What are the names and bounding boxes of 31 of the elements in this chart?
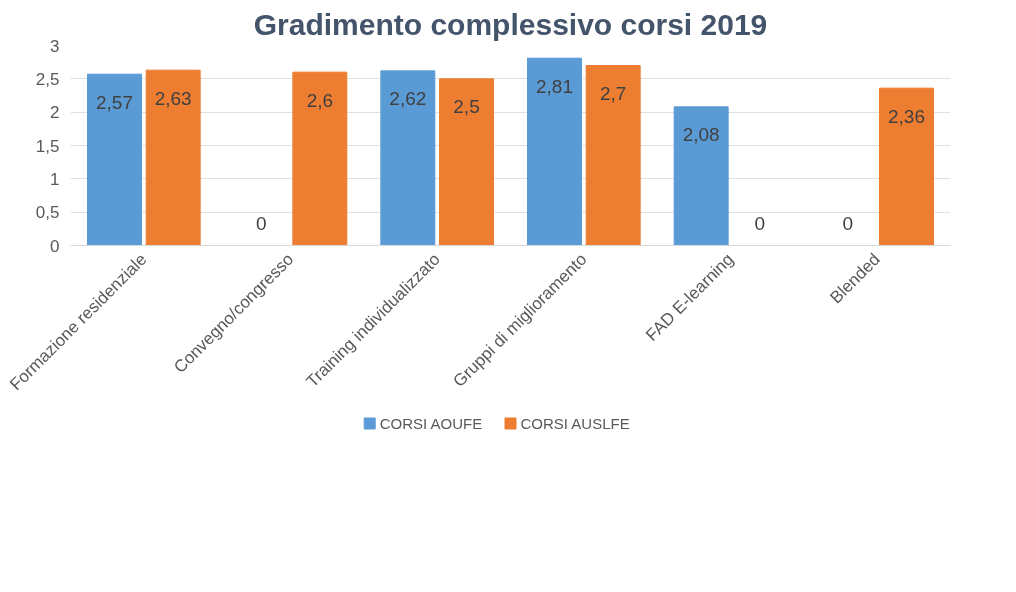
bar [879,87,934,246]
data-label: 0 [754,213,766,234]
legend-label: CORSI AOUFE [379,415,483,432]
legend-label: CORSI AUSLFE [520,415,630,432]
bar [292,71,348,246]
data-label: 0 [842,213,854,234]
bar [527,57,582,246]
bar [673,106,729,246]
chart-title: Gradimento complessivo corsi 2019 [253,7,768,41]
bar [145,69,201,246]
y-tick-label: 1 [50,169,60,189]
y-tick-label: 0 [50,236,60,256]
data-label: 2,6 [306,89,334,111]
data-label: 2,36 [888,105,925,127]
y-tick-label: 0,5 [35,203,60,223]
data-label: 2,57 [96,91,133,113]
y-tick-label: 2 [50,103,60,123]
bar [439,78,494,246]
y-tick-label: 3 [50,36,60,56]
y-tick-label: 2,5 [35,69,60,89]
data-label: 0 [255,213,267,234]
data-label: 2,81 [536,75,573,97]
y-tick-label: 1,5 [35,136,60,156]
data-label: 2,7 [599,83,627,104]
data-label: 2,62 [389,88,427,110]
bar [380,70,436,246]
data-label: 2,63 [154,87,192,109]
data-label: 2,08 [682,124,720,146]
bar [87,73,142,246]
bar [585,65,641,246]
data-label: 2,5 [453,96,480,118]
